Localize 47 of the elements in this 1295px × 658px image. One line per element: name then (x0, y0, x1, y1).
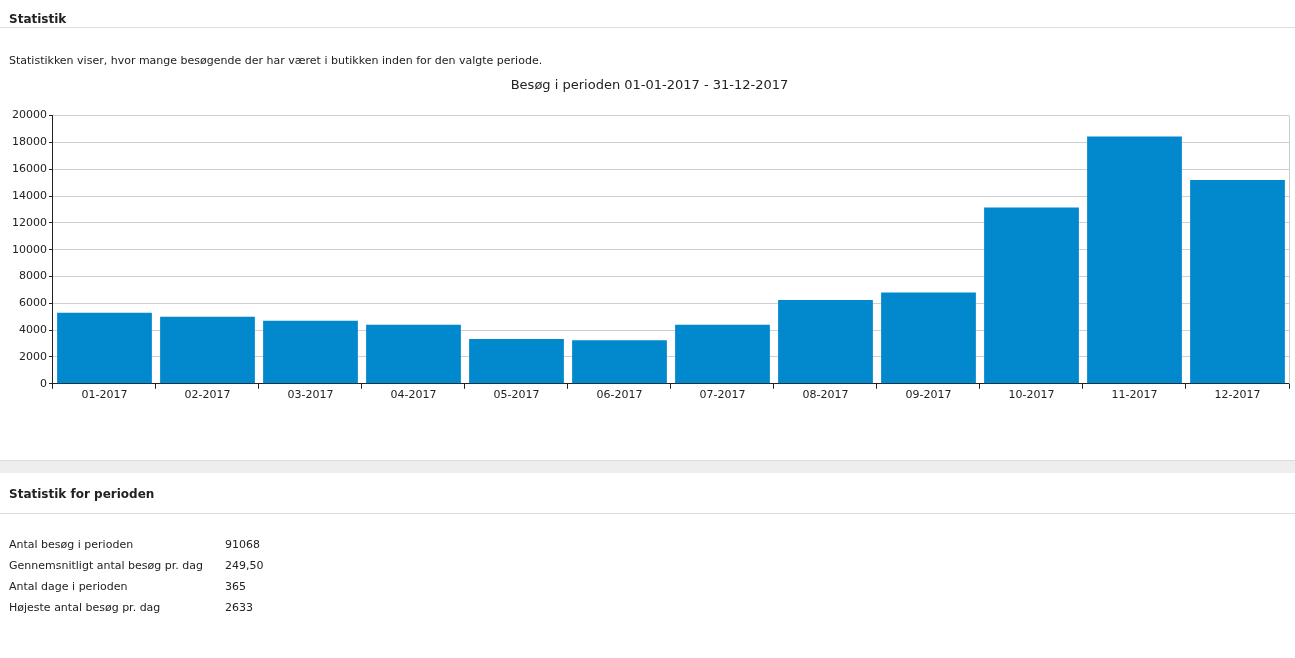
x-tick-label: 11-2017 (1111, 388, 1158, 402)
y-tick-label: 8000 (18, 269, 47, 283)
y-tick-label: 4000 (18, 323, 47, 337)
y-tick-label: 12000 (11, 215, 47, 229)
text: Højeste antal besøg pr. dag (8, 600, 162, 616)
bar (984, 207, 1079, 384)
bar (366, 324, 461, 384)
y-tick-label: 16000 (11, 162, 47, 176)
bar (881, 292, 976, 384)
text: 249,50 (224, 558, 265, 574)
x-tick-label: 09-2017 (905, 388, 952, 402)
bar (263, 320, 358, 384)
text: Statistik for perioden (0, 473, 1295, 514)
bar (1190, 179, 1285, 384)
text: Antal besøg i perioden (8, 537, 135, 553)
bar (1087, 136, 1182, 384)
y-tick-label: 10000 (11, 242, 47, 256)
bar (675, 324, 770, 384)
x-tick-label: 05-2017 (493, 388, 540, 402)
x-tick-label: 07-2017 (699, 388, 746, 402)
bar (160, 316, 255, 384)
text: Antal dage i perioden (8, 579, 129, 595)
bar (57, 312, 152, 384)
bar (469, 338, 564, 384)
y-tick-label: 20000 (11, 108, 47, 122)
text: Statistik (0, 0, 1295, 28)
x-tick-label: 01-2017 (81, 388, 128, 402)
y-tick-label: 6000 (18, 296, 47, 310)
x-tick-label: 08-2017 (802, 388, 849, 402)
bar (778, 299, 873, 384)
text: 2633 (224, 600, 254, 616)
x-tick-label: 12-2017 (1214, 388, 1261, 402)
x-tick-label: 02-2017 (184, 388, 231, 402)
y-tick-label: 0 (39, 376, 47, 390)
y-tick-label: 18000 (11, 135, 47, 149)
chart-title: Besøg i perioden 01-01-2017 - 31-12-2017 (510, 77, 789, 93)
y-tick-label: 2000 (18, 349, 47, 363)
x-tick-label: 04-2017 (390, 388, 437, 402)
text: Statistikken viser, hvor mange besøgende der har været i butikken inden for den valgte periode. (8, 54, 544, 68)
text: Gennemsnitligt antal besøg pr. dag (8, 558, 204, 574)
bar (572, 340, 667, 384)
y-tick-label: 14000 (11, 188, 47, 202)
x-tick-label: 06-2017 (596, 388, 643, 402)
text: 91068 (224, 537, 261, 553)
text: 365 (224, 579, 247, 595)
x-tick-label: 03-2017 (287, 388, 334, 402)
x-tick-label: 10-2017 (1008, 388, 1055, 402)
